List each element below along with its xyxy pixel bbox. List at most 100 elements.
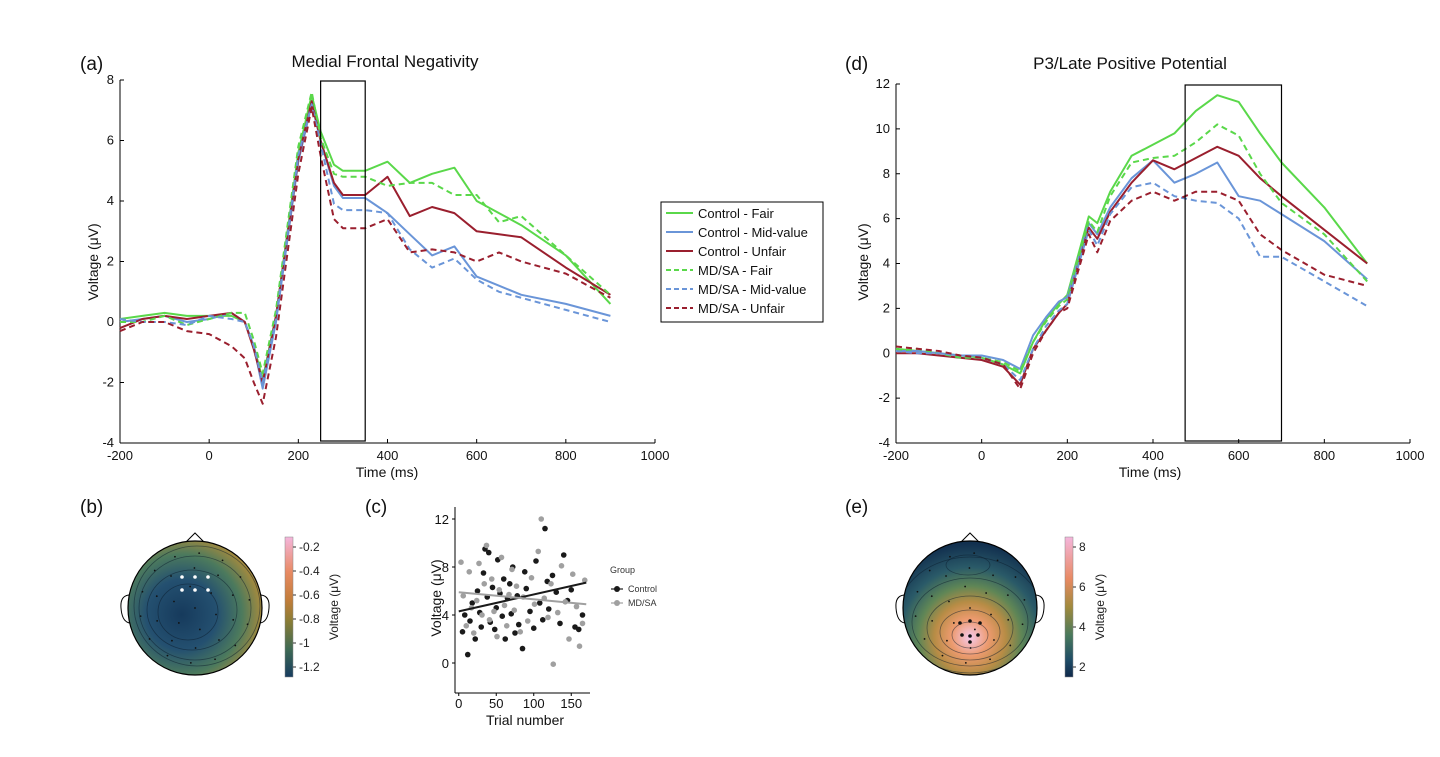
scatter-point-md-sa <box>576 643 583 649</box>
electrode <box>214 658 216 661</box>
electrode <box>221 559 224 562</box>
scatter-point-control <box>519 645 526 652</box>
y-tick-label: 12 <box>435 512 449 527</box>
legend-box <box>660 201 824 323</box>
scatter-point-md-sa <box>483 542 490 549</box>
electrode <box>177 622 180 624</box>
electrode-roi <box>960 633 964 637</box>
electrode <box>930 595 933 598</box>
scatter-point-control <box>515 621 522 628</box>
scatter-point-md-sa <box>579 620 586 627</box>
x-tick-label: 200 <box>287 448 309 463</box>
electrode-roi <box>968 634 972 638</box>
electrode-roi <box>206 575 210 579</box>
scatter-point-control <box>500 576 507 582</box>
electrode <box>248 598 251 601</box>
electrode <box>239 576 242 578</box>
electrode-roi <box>193 575 197 579</box>
chart-a-xlabel: Time (ms) <box>356 464 418 480</box>
scatter-point-md-sa <box>488 576 495 582</box>
electrode <box>989 658 991 661</box>
chart-d-analysis-window <box>1184 84 1283 442</box>
scatter-point-md-sa <box>535 548 542 555</box>
scatter-point-md-sa <box>496 587 503 593</box>
electrode <box>985 592 988 594</box>
electrode <box>210 592 213 594</box>
chart-d-ylabel: Voltage (μV) <box>855 223 871 300</box>
scatter-point-md-sa <box>458 559 464 565</box>
series-line-md-sa-unfair <box>895 190 1368 391</box>
electrode <box>1023 598 1026 601</box>
scatter-point-md-sa <box>569 571 576 577</box>
electrode <box>993 639 995 641</box>
scatter-point-control <box>579 612 586 618</box>
colorbar-tick-label: -0.4 <box>299 564 320 578</box>
electrode <box>155 595 158 598</box>
y-tick-label: -2 <box>878 390 890 405</box>
scatter-point-control <box>459 629 466 635</box>
fit-line-control <box>458 581 587 613</box>
y-tick-label: -2 <box>102 375 114 390</box>
electrode <box>194 647 197 649</box>
electrode <box>234 644 237 647</box>
electrode <box>189 585 192 588</box>
electrode <box>964 661 967 664</box>
electrode <box>193 567 196 569</box>
y-tick-label: 12 <box>876 76 890 91</box>
scatter-point-md-sa <box>558 563 565 569</box>
series-line-md-sa-mid-value <box>895 181 1368 382</box>
electrode-roi <box>206 588 210 592</box>
x-tick-label: 600 <box>466 448 488 463</box>
x-tick-label: 0 <box>455 696 462 711</box>
y-tick-label: -4 <box>878 435 890 450</box>
scatter-point-control <box>478 624 485 630</box>
topomap-b: -0.2 -0.4 -0.6 -0.8 -1 -1.2 Voltage (μV) <box>120 532 341 678</box>
electrode <box>941 654 944 657</box>
legend-label: MD/SA - Mid-value <box>698 282 806 297</box>
panel-label-a: (a) <box>80 54 103 75</box>
scatter-point-md-sa <box>573 603 580 610</box>
colorbar-e-label: Voltage (μV) <box>1093 574 1107 640</box>
y-tick-label: 2 <box>883 300 890 315</box>
colorbar-tick-label: 4 <box>1079 620 1086 634</box>
electrode <box>1006 594 1009 597</box>
chart-d-xlabel: Time (ms) <box>1119 464 1181 480</box>
y-tick-label: 4 <box>442 608 449 623</box>
electrode <box>198 552 201 555</box>
electrode <box>952 622 955 624</box>
scatter-point-md-sa <box>498 554 505 561</box>
topomap-b-contours <box>133 545 261 667</box>
electrode-roi <box>193 588 197 592</box>
electrode <box>973 628 976 631</box>
colorbar-tick-label: -1 <box>299 636 310 650</box>
electrode <box>156 619 159 622</box>
electrode <box>174 555 176 558</box>
y-tick-label: 4 <box>107 193 114 208</box>
scatter-point-md-sa <box>566 636 572 642</box>
electrode <box>1021 623 1024 626</box>
x-tick-label: 200 <box>1056 448 1078 463</box>
scatter-point-md-sa <box>501 602 508 609</box>
scatter-point-md-sa <box>473 597 480 604</box>
scatter-point-md-sa <box>470 630 477 636</box>
chart-c-scatter: 0 50 100 150 0 4 8 12 Trial number Voltage (μV)… <box>428 507 657 728</box>
electrode <box>946 639 948 642</box>
chart-a-mfn: Medial Frontal Negativity -200 0 200 400 600… <box>85 52 669 480</box>
x-tick-label: 400 <box>377 448 399 463</box>
electrode <box>166 654 169 657</box>
electrode <box>139 615 142 618</box>
scatter-point-control <box>485 549 492 556</box>
electrode <box>948 600 950 603</box>
y-tick-label: 6 <box>107 133 114 148</box>
scatter-point-control <box>557 620 563 627</box>
x-tick-label: 800 <box>555 448 577 463</box>
legend-label: Control - Mid-value <box>698 225 808 240</box>
scatter-point-md-sa <box>494 633 500 640</box>
scatter-point-md-sa <box>509 566 515 573</box>
chart-d-p3: P3/Late Positive Potential -200 0 200 400 60… <box>855 54 1424 480</box>
chart-c-legend-control: Control <box>628 584 657 594</box>
scatter-point-md-sa <box>528 575 535 581</box>
scatter-point-md-sa <box>460 593 467 599</box>
scatter-point-control <box>499 613 506 619</box>
y-tick-label: 8 <box>107 72 114 87</box>
